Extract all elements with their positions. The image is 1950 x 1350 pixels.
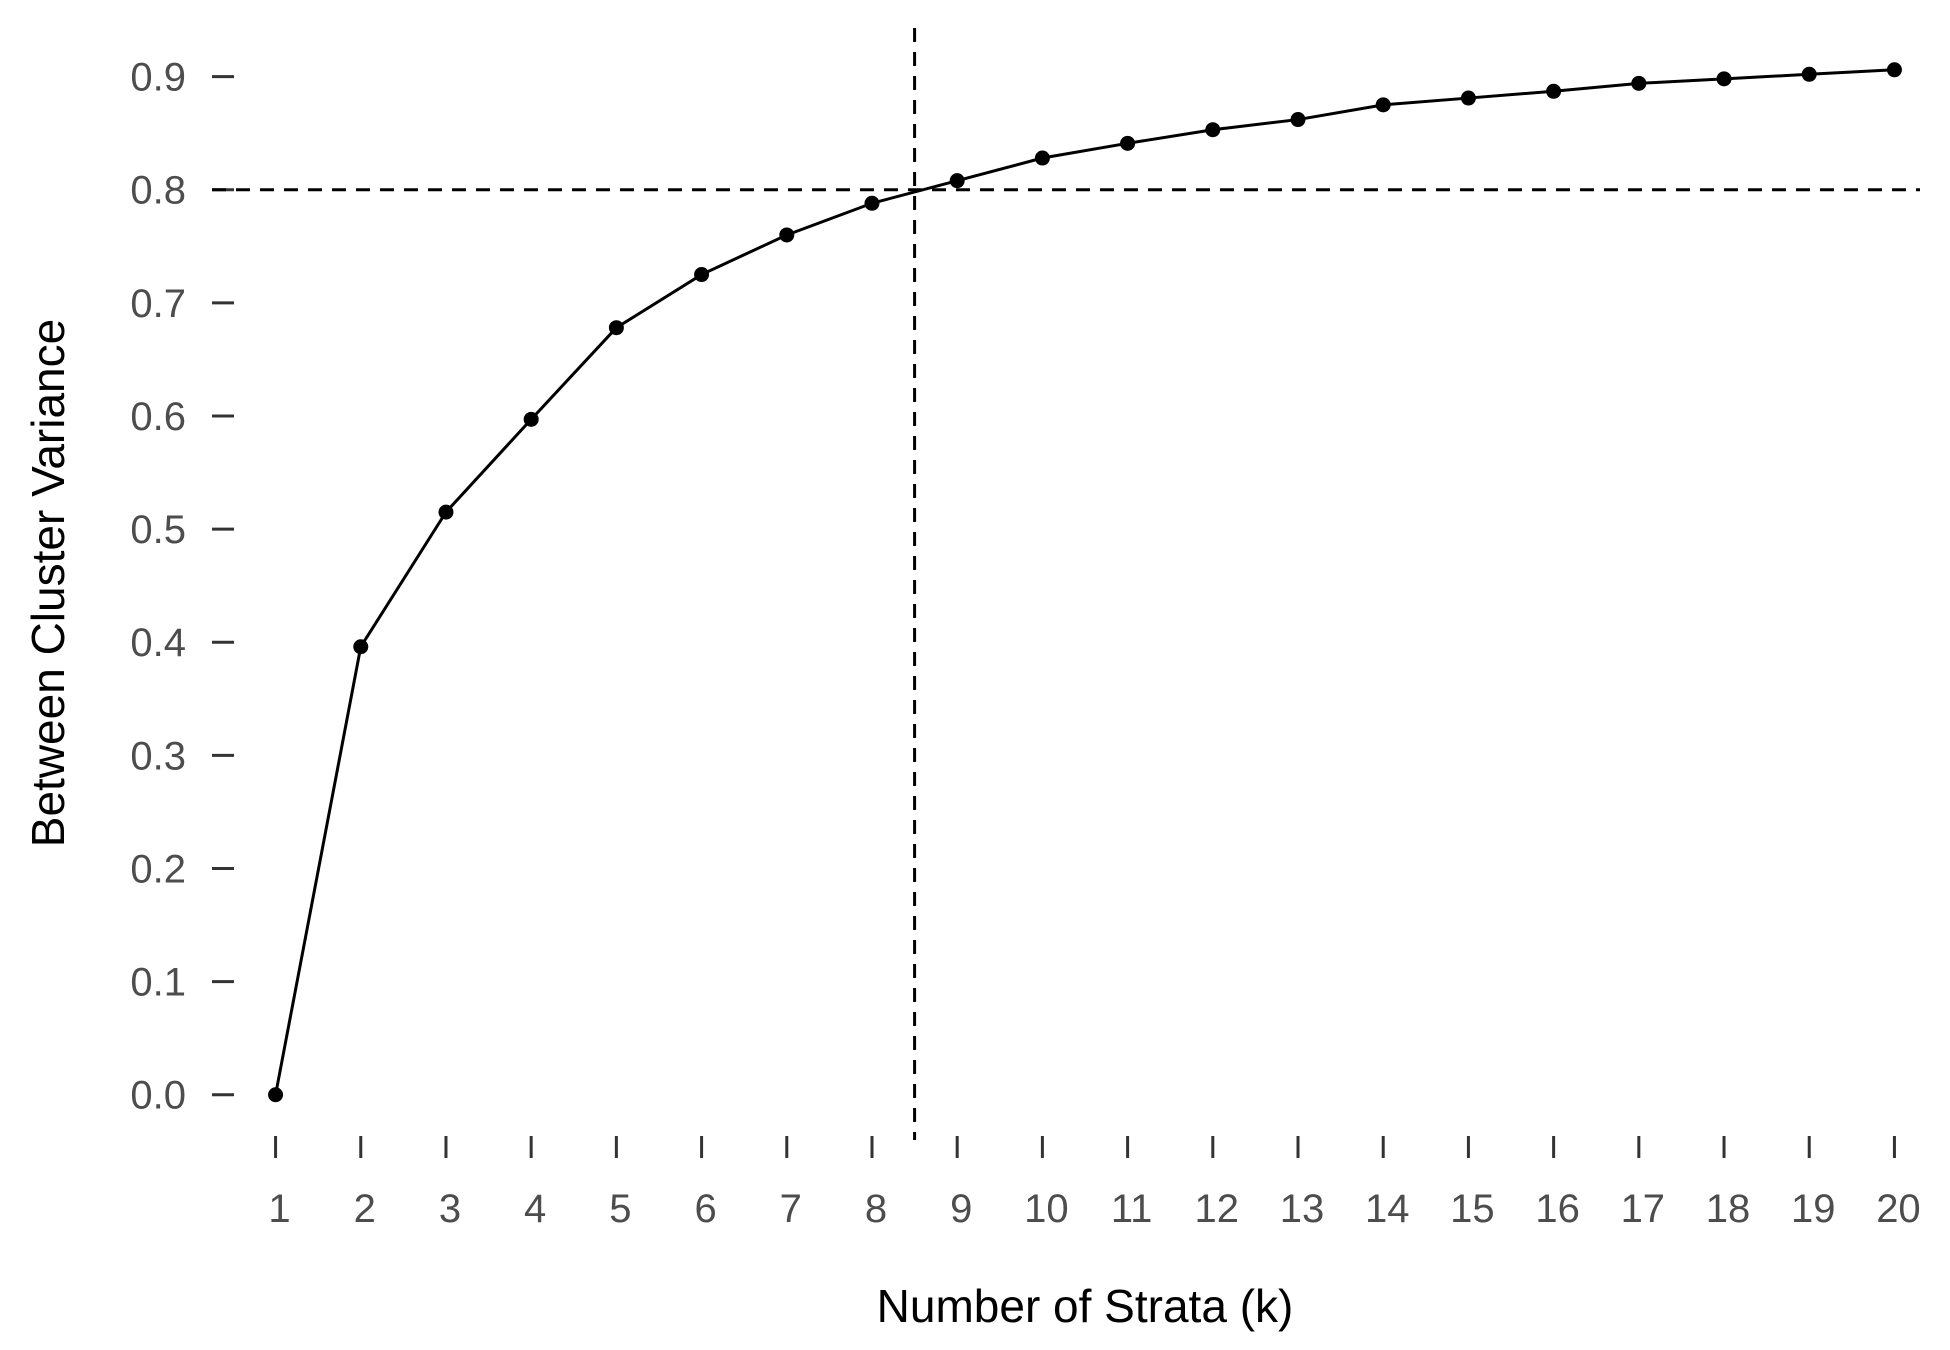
x-axis: 1 2 3 4 5 6 7 8 9 10 11 12 13 14 15 16 17 18 19 20 bbox=[268, 1136, 1921, 1231]
x-tick-label: 10 bbox=[1024, 1187, 1069, 1231]
data-point bbox=[1801, 66, 1817, 82]
data-point bbox=[353, 639, 369, 655]
y-tick-label: 0.2 bbox=[130, 847, 186, 891]
y-tick-label: 0.6 bbox=[130, 395, 186, 439]
data-point bbox=[1375, 97, 1391, 113]
x-tick-label: 7 bbox=[780, 1187, 802, 1231]
x-tick-label: 20 bbox=[1876, 1187, 1921, 1231]
data-point bbox=[438, 504, 454, 520]
y-tick-label: 0.7 bbox=[130, 282, 186, 326]
data-point bbox=[1205, 122, 1221, 138]
y-axis: 0.0 0.1 0.2 0.3 0.4 0.5 0.6 0.7 0.8 0.9 bbox=[130, 56, 234, 1118]
data-point bbox=[1460, 90, 1476, 106]
y-tick-label: 0.0 bbox=[130, 1074, 186, 1118]
x-tick-label: 8 bbox=[865, 1187, 887, 1231]
x-tick-label: 2 bbox=[354, 1187, 376, 1231]
data-point bbox=[1034, 150, 1050, 166]
data-point bbox=[1120, 135, 1136, 151]
data-point bbox=[949, 173, 965, 189]
x-tick-label: 13 bbox=[1280, 1187, 1325, 1231]
data-point bbox=[1716, 71, 1732, 87]
x-tick-label: 6 bbox=[694, 1187, 716, 1231]
data-point bbox=[523, 411, 539, 427]
series-group bbox=[268, 62, 1902, 1103]
x-tick-label: 16 bbox=[1535, 1187, 1580, 1231]
x-tick-label: 19 bbox=[1791, 1187, 1836, 1231]
x-tick-label: 4 bbox=[524, 1187, 546, 1231]
y-tick-label: 0.8 bbox=[130, 169, 186, 213]
x-tick-label: 9 bbox=[950, 1187, 972, 1231]
data-point bbox=[1886, 62, 1902, 78]
y-tick-label: 0.5 bbox=[130, 508, 186, 552]
data-point bbox=[864, 195, 880, 211]
x-tick-label: 15 bbox=[1450, 1187, 1495, 1231]
reference-lines bbox=[212, 28, 1920, 1140]
x-tick-label: 17 bbox=[1621, 1187, 1666, 1231]
x-axis-title: Number of Strata (k) bbox=[877, 1280, 1294, 1332]
data-point bbox=[608, 320, 624, 336]
data-point bbox=[1546, 83, 1562, 99]
y-tick-label: 0.3 bbox=[130, 734, 186, 778]
x-tick-label: 12 bbox=[1195, 1187, 1240, 1231]
data-point bbox=[1631, 75, 1647, 91]
data-point bbox=[1290, 112, 1306, 128]
y-tick-label: 0.1 bbox=[130, 961, 186, 1005]
data-point bbox=[268, 1087, 284, 1103]
x-tick-label: 18 bbox=[1706, 1187, 1751, 1231]
y-tick-label: 0.4 bbox=[130, 621, 186, 665]
x-tick-label: 5 bbox=[609, 1187, 631, 1231]
x-tick-label: 3 bbox=[439, 1187, 461, 1231]
x-tick-label: 1 bbox=[268, 1187, 290, 1231]
x-tick-label: 11 bbox=[1111, 1187, 1153, 1231]
y-tick-label: 0.9 bbox=[130, 56, 186, 100]
x-tick-label: 14 bbox=[1365, 1187, 1410, 1231]
series-line bbox=[274, 68, 1895, 1096]
data-point bbox=[779, 227, 795, 243]
data-point bbox=[694, 267, 710, 283]
y-axis-title: Between Cluster Variance bbox=[22, 319, 74, 847]
